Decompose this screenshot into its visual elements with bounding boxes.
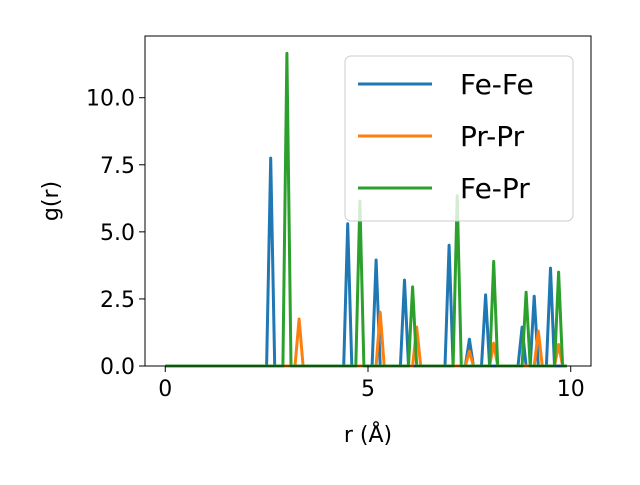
y-axis-label: g(r) <box>39 181 64 221</box>
legend-label-fe-pr: Fe-Pr <box>460 172 530 205</box>
legend-box <box>344 55 574 222</box>
legend: Fe-Fe Pr-Pr Fe-Pr <box>344 55 574 222</box>
y-tick-label: 10.0 <box>86 87 135 112</box>
legend-label-fe-fe: Fe-Fe <box>460 68 534 101</box>
y-tick-label: 5.0 <box>100 221 135 246</box>
x-axis-label: r (Å) <box>344 421 392 448</box>
y-tick-label: 0.0 <box>100 355 135 380</box>
axis-ticks: 0 5 10 0.0 2.5 5.0 7.5 10.0 <box>86 87 585 402</box>
x-tick-label: 10 <box>557 377 585 402</box>
x-tick-label: 0 <box>158 377 172 402</box>
y-tick-label: 2.5 <box>100 288 135 313</box>
y-tick-label: 7.5 <box>100 154 135 179</box>
legend-label-pr-pr: Pr-Pr <box>460 120 525 153</box>
x-tick-label: 5 <box>361 377 375 402</box>
